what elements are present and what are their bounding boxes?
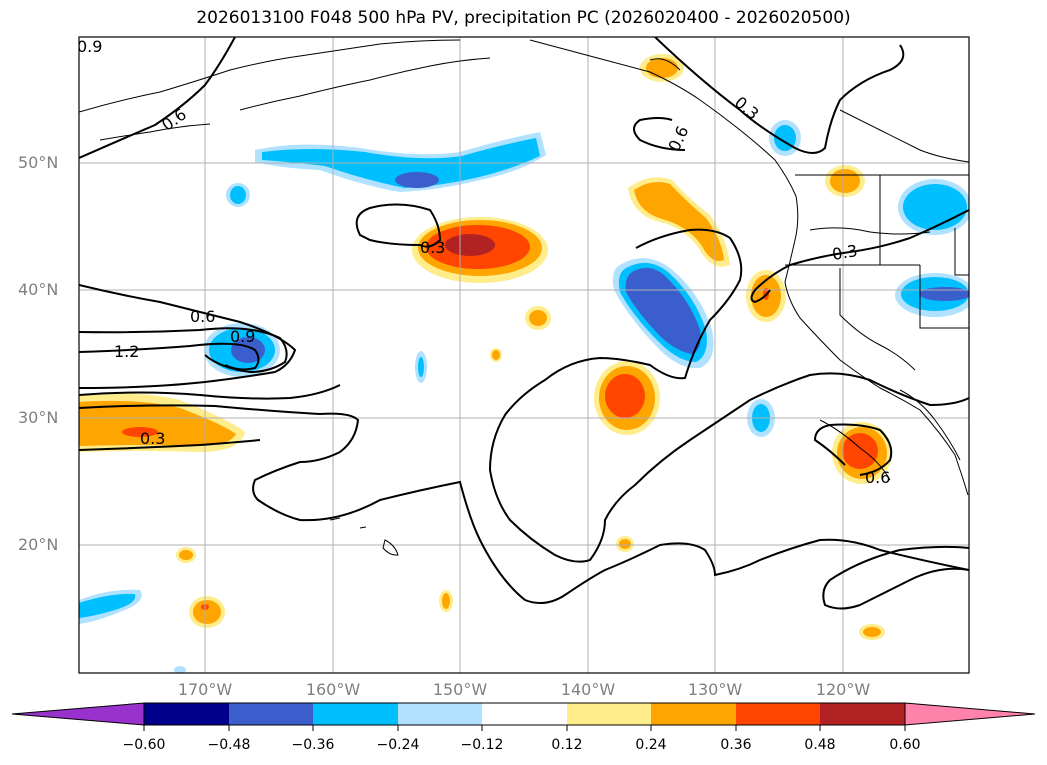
map-plot-area: 0.9 0.6 0.6 0.3 0.3 0.3 0.6 0.9 1.2 0.3 … <box>77 37 969 673</box>
contour-label-0.6-west: 0.6 <box>190 307 215 326</box>
pv-contour-0.3-east <box>750 209 969 304</box>
pv-contour-0.3-mid <box>355 203 442 248</box>
contour-label-0.6-east: 0.6 <box>865 468 890 487</box>
lat-label-20n: 20°N <box>18 535 59 554</box>
pv-contour-1.2-west <box>79 342 260 371</box>
pv-contour-0.3-south <box>822 545 969 610</box>
colorbar-tick-label: 0.36 <box>720 737 752 753</box>
colorbar <box>11 702 1036 731</box>
map-border <box>78 36 970 674</box>
contour-label-0.9-west: 0.9 <box>230 327 255 346</box>
contour-label-0.6-north: 0.6 <box>158 105 190 135</box>
pv-contour-0.6-west <box>79 284 297 389</box>
lon-label-160w: 160°W <box>305 680 361 699</box>
lon-label-150w: 150°W <box>432 680 488 699</box>
gridlines <box>79 37 969 673</box>
colorbar-tick-label: −0.60 <box>122 737 166 753</box>
lon-label-120w: 120°W <box>815 680 871 699</box>
precip-fills <box>79 54 969 673</box>
lat-label-50n: 50°N <box>18 153 59 172</box>
pv-contour-0.9-west <box>79 327 288 374</box>
contour-label-0.3-east: 0.3 <box>831 241 859 264</box>
contour-label-0.3-top: 0.3 <box>731 93 763 124</box>
colorbar-tick-label: 0.12 <box>551 737 583 753</box>
colorbar-tick-label: −0.48 <box>207 737 251 753</box>
pv-contour-0.6-gulf <box>633 117 686 151</box>
lon-label-140w: 140°W <box>560 680 616 699</box>
pv-contour-0.6-east <box>813 423 893 476</box>
lon-label-170w: 170°W <box>177 680 233 699</box>
colorbar-tick-label: −0.36 <box>291 737 335 753</box>
lat-label-30n: 30°N <box>18 408 59 427</box>
coastlines <box>79 39 969 556</box>
contour-label-0.3-mid: 0.3 <box>420 238 445 257</box>
colorbar-tick-label: 0.24 <box>635 737 667 753</box>
pv-contour-0.3-west-outer <box>79 404 969 605</box>
pv-contour-0.3-loop <box>488 228 969 563</box>
pv-contour-0.3-north <box>654 37 905 154</box>
colorbar-tick-label: −0.24 <box>376 737 420 753</box>
colorbar-tick-label: −0.12 <box>460 737 504 753</box>
colorbar-tick-label: 0.48 <box>804 737 836 753</box>
colorbar-tick-label: 0.60 <box>889 737 921 753</box>
lon-label-130w: 130°W <box>687 680 743 699</box>
contour-label-0.9-corner: 0.9 <box>77 37 102 56</box>
contour-label-0.3-west: 0.3 <box>140 429 165 448</box>
pv-contours <box>79 37 969 610</box>
lat-label-40n: 40°N <box>18 280 59 299</box>
pv-contour-0.6-north <box>79 37 236 159</box>
map-title: 2026013100 F048 500 hPa PV, precipitatio… <box>196 8 851 28</box>
contour-label-1.2-west: 1.2 <box>114 342 139 361</box>
